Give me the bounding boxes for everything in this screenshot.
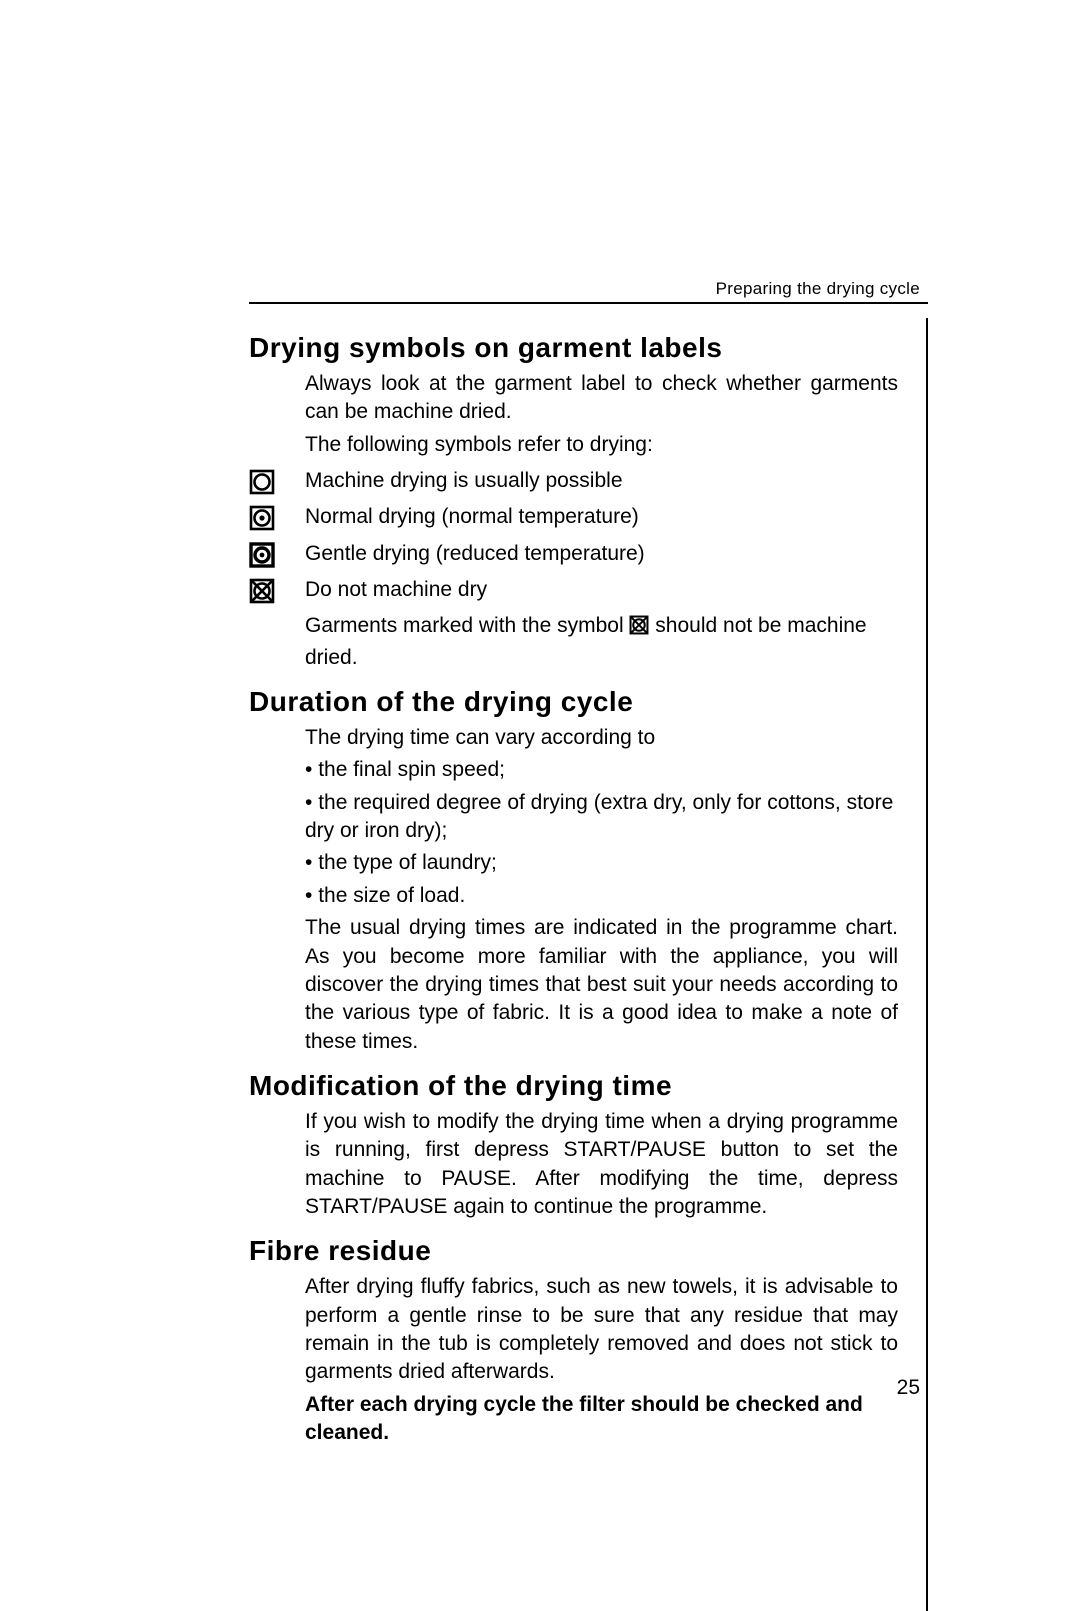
fibre-block: After drying fluffy fabrics, such as new… (305, 1273, 898, 1447)
modify-block: If you wish to modify the drying time wh… (305, 1108, 898, 1221)
symbol-label: Do not machine dry (305, 576, 898, 604)
symbol-row: Normal drying (normal temperature) (249, 503, 898, 531)
normal-drying-icon (249, 503, 305, 531)
text-outro: Garments marked with the symbol should n… (305, 612, 898, 672)
text-duration-para: The usual drying times are indicated in … (305, 914, 898, 1056)
symbol-row: Gentle drying (reduced temperature) (249, 540, 898, 568)
text-duration-lead: The drying time can vary according to (305, 724, 898, 752)
outro-pre: Garments marked with the symbol (305, 614, 629, 637)
page: Preparing the drying cycle Drying symbol… (0, 0, 1080, 1528)
machine-dry-possible-icon (249, 467, 305, 495)
heading-fibre: Fibre residue (249, 1235, 898, 1267)
list-item: the final spin speed; (305, 756, 898, 784)
text-intro1: Always look at the garment label to chec… (305, 370, 898, 427)
duration-bullets: the final spin speed; the required degre… (305, 756, 898, 910)
symbol-row: Machine drying is usually possible (249, 467, 898, 495)
do-not-machine-dry-icon (249, 576, 305, 604)
heading-duration: Duration of the drying cycle (249, 686, 898, 718)
symbols-intro-block: Always look at the garment label to chec… (305, 370, 898, 459)
text-intro2: The following symbols refer to drying: (305, 431, 898, 459)
page-number: 25 (897, 1376, 920, 1400)
duration-block: The drying time can vary according to th… (305, 724, 898, 1056)
text-fibre-para: After drying fluffy fabrics, such as new… (305, 1273, 898, 1386)
text-fibre-bold: After each drying cycle the filter shoul… (305, 1391, 898, 1448)
symbol-label: Normal drying (normal temperature) (305, 503, 898, 531)
list-item: the required degree of drying (extra dry… (305, 789, 898, 846)
heading-modify: Modification of the drying time (249, 1070, 898, 1102)
gentle-drying-icon (249, 540, 305, 568)
text-modify-para: If you wish to modify the drying time wh… (305, 1108, 898, 1221)
symbols-outro-block: Garments marked with the symbol should n… (305, 612, 898, 672)
list-item: the size of load. (305, 882, 898, 910)
symbol-label: Gentle drying (reduced temperature) (305, 540, 898, 568)
heading-drying-symbols: Drying symbols on garment labels (249, 332, 898, 364)
horizontal-rule (249, 302, 928, 304)
list-item: the type of laundry; (305, 849, 898, 877)
content-column: Drying symbols on garment labels Always … (249, 318, 928, 1611)
running-head: Preparing the drying cycle (716, 279, 920, 299)
symbol-label: Machine drying is usually possible (305, 467, 898, 495)
do-not-machine-dry-icon (629, 615, 649, 643)
symbol-row: Do not machine dry (249, 576, 898, 604)
